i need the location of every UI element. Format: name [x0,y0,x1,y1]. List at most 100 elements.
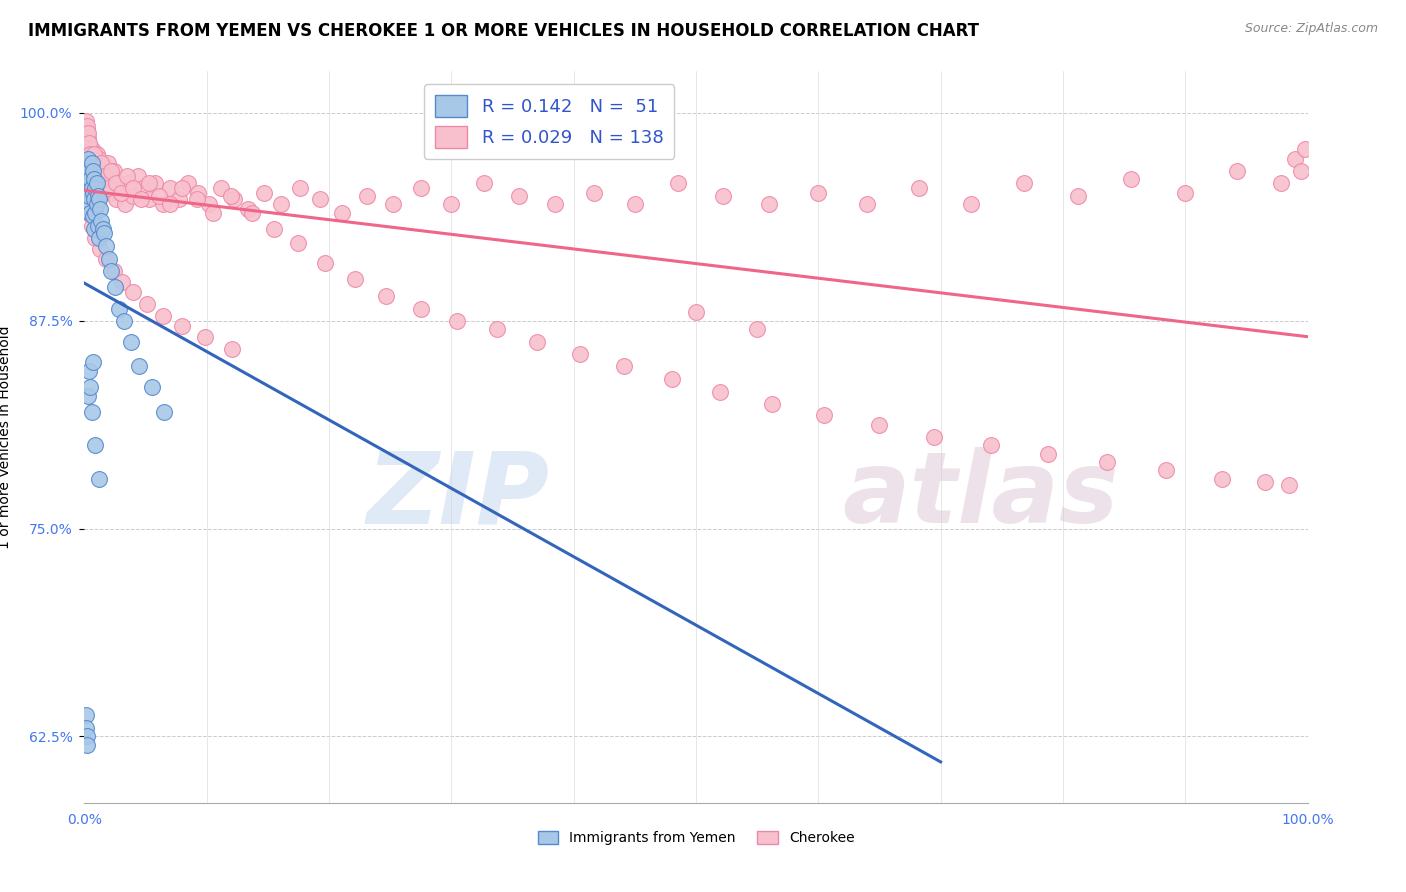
Point [1226,164,1249,178]
Point [446,314,468,328]
Point [105,176,128,190]
Point [103,164,125,178]
Point [856,197,879,211]
Point [76,147,98,161]
Point [194,330,217,344]
Point [75,707,97,722]
Point [91,172,114,186]
Point [332,205,354,219]
Point [83,147,105,161]
Point [77,363,100,377]
Point [221,342,243,356]
Point [77,180,100,194]
Point [143,176,166,190]
Text: Source: ZipAtlas.com: Source: ZipAtlas.com [1244,22,1378,36]
Point [89,242,111,256]
Y-axis label: 1 or more Vehicles in Household: 1 or more Vehicles in Household [0,326,11,549]
Point [83,222,105,236]
Point [83,192,105,206]
Text: ZIP: ZIP [366,447,550,544]
Point [86,172,108,186]
Point [924,430,946,444]
Point [1254,475,1277,489]
Point [1012,176,1035,190]
Point [77,164,100,178]
Point [138,192,160,206]
Point [100,264,122,278]
Point [86,147,108,161]
Point [159,197,181,211]
Point [253,186,276,200]
Point [83,180,105,194]
Point [82,169,104,183]
Point [624,197,647,211]
Point [86,176,108,190]
Point [79,205,101,219]
Point [153,405,176,419]
Point [309,192,332,206]
Point [97,180,120,194]
Point [508,189,530,203]
Point [90,164,112,178]
Point [76,729,98,743]
Point [907,180,929,194]
Point [1211,472,1233,486]
Point [79,189,101,203]
Point [87,164,110,178]
Point [112,314,135,328]
Point [90,214,112,228]
Point [97,252,120,267]
Point [77,159,100,173]
Point [148,189,170,203]
Point [86,197,108,211]
Point [314,255,336,269]
Point [79,169,101,183]
Point [1174,186,1197,200]
Point [613,359,636,373]
Point [76,738,98,752]
Point [711,189,734,203]
Point [270,197,292,211]
Point [80,405,103,419]
Point [86,164,108,178]
Point [135,297,157,311]
Point [80,180,103,194]
Point [100,164,122,178]
Point [77,189,100,203]
Point [87,219,110,233]
Point [75,721,97,735]
Point [661,372,683,386]
Point [1095,455,1118,469]
Point [97,155,120,169]
Point [167,192,190,206]
Point [76,172,98,186]
Point [209,180,232,194]
Point [76,159,98,173]
Point [152,197,174,211]
Point [82,147,104,161]
Point [1066,189,1088,203]
Point [758,197,780,211]
Point [115,169,138,183]
Point [110,186,132,200]
Point [89,202,111,217]
Point [219,189,242,203]
Point [80,159,103,173]
Point [76,119,98,133]
Point [83,172,105,186]
Point [79,147,101,161]
Point [80,164,103,178]
Text: IMMIGRANTS FROM YEMEN VS CHEROKEE 1 OR MORE VEHICLES IN HOUSEHOLD CORRELATION CH: IMMIGRANTS FROM YEMEN VS CHEROKEE 1 OR M… [28,22,979,40]
Point [87,472,110,486]
Point [82,164,104,178]
Point [83,155,105,169]
Point [1270,176,1292,190]
Point [120,335,142,350]
Point [1284,153,1306,167]
Point [96,239,118,253]
Point [77,153,100,167]
Point [107,301,129,317]
Point [84,159,107,173]
Point [129,192,152,206]
Point [440,197,463,211]
